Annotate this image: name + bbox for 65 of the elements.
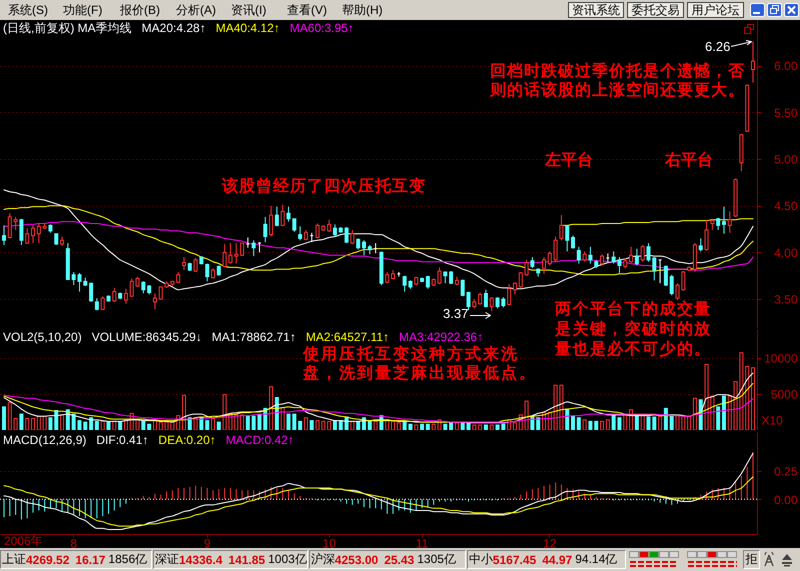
text: 中小 <box>468 551 493 568</box>
text: 深证 <box>155 551 179 568</box>
annotation: 右平台 <box>665 150 713 169</box>
y-tick-label: 5.00 <box>774 152 798 167</box>
text: MA1:78862.71↑ <box>212 330 296 344</box>
text: DEA:0.20↑ <box>158 433 216 447</box>
y-tick-label: 6.00 <box>774 59 798 74</box>
text: 帮助(H) <box>342 3 383 17</box>
text: 资讯系统 <box>568 2 624 18</box>
text: MA40:4.12↑ <box>216 21 280 35</box>
y-tick-label: 3.50 <box>774 292 798 307</box>
text: 系统(S) <box>8 3 48 17</box>
y-tick-label: 0.25 <box>774 464 798 479</box>
text: 141.85 <box>228 552 266 566</box>
x-tick-label: 8 <box>70 536 78 550</box>
annotation: 3.37 <box>443 306 468 321</box>
y-tick-label: 10000 <box>764 351 798 366</box>
chart-title: (日线,前复权) MA季均线 <box>3 21 132 35</box>
text: 上证 <box>2 551 26 568</box>
text: 1856亿 <box>108 551 148 568</box>
y-tick-label: 4.00 <box>774 246 798 260</box>
x-tick-label: 11 <box>416 536 429 550</box>
text: MA60:3.95↑ <box>290 21 354 35</box>
text: 25.43 <box>384 552 414 566</box>
x-tick-label: 10 <box>322 536 336 550</box>
text: 沪深 <box>310 551 335 568</box>
text: 用户论坛 <box>687 2 744 18</box>
y-tick-label: 5000 <box>770 387 798 402</box>
text: 功能(F) <box>63 3 102 17</box>
annotation: 两个平台下的成交量是关键，突破时的放量也是必不可少的。 <box>555 299 713 359</box>
y-tick-label: 4.50 <box>774 199 798 214</box>
text: MA2:64527.11↑ <box>306 330 390 344</box>
text: 44.97 <box>542 552 572 566</box>
x-tick-label: 12 <box>543 536 557 550</box>
text: MA3:42922.36↑ <box>399 330 484 344</box>
text: 16.17 <box>75 552 106 566</box>
text: 5167.45 <box>492 552 536 566</box>
y-axis-title: X10 <box>762 414 784 428</box>
text: 查看(V) <box>287 3 327 17</box>
text: 14336.4 <box>179 552 222 566</box>
chart-subtitle: VOLUME:86345.29↓ <box>92 330 202 344</box>
annotation: 2006年 <box>4 534 43 548</box>
chart-title: VOL2(5,10,20) <box>3 330 82 344</box>
text: 4253.00 <box>334 552 378 566</box>
x-tick-label: 9 <box>204 536 211 550</box>
text: 94.14亿 <box>575 551 618 568</box>
text: 4269.52 <box>26 552 70 566</box>
text: 1305亿 <box>417 551 456 568</box>
chart-subtitle: MACD:0.42↑ <box>226 433 294 447</box>
text: 资讯(I) <box>231 3 266 17</box>
annotation: 使用压托互变这种方式来洗盘，洗到量芝麻出现最低点。 <box>303 344 538 382</box>
y-tick-label: 5.50 <box>774 106 798 120</box>
text: MA20:4.28↑ <box>142 21 206 35</box>
y-tick-label: 0.00 <box>774 492 798 507</box>
text: DIF:0.41↑ <box>96 433 148 447</box>
annotation: 6.26 <box>705 39 730 54</box>
text: 分析(A) <box>176 3 216 17</box>
annotation: 该股曾经历了四次压托互变 <box>222 176 426 195</box>
text: 委托交易 <box>627 2 684 18</box>
chart-title: MACD(12,26,9) <box>3 433 86 447</box>
text: 报价(B) <box>120 3 160 17</box>
annotation: 回档时跌破过季价托是个遗憾，否则的话该股的上涨空间还要更大。 <box>490 61 746 99</box>
annotation: 左平台 <box>545 150 593 169</box>
text: 拒 <box>742 550 760 569</box>
text: 1003亿 <box>268 551 307 568</box>
